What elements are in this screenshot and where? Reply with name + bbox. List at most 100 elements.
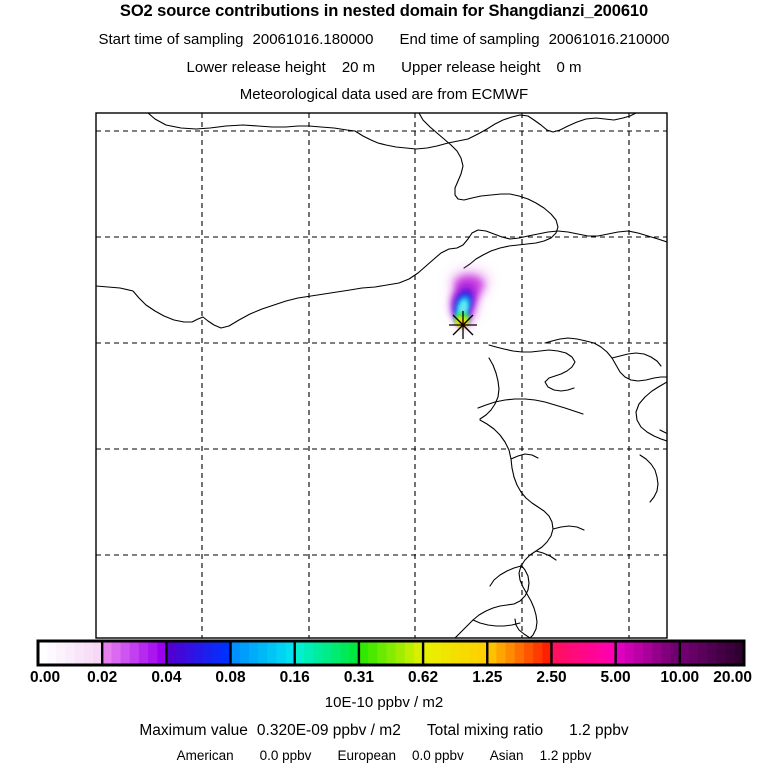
colorbar-swatch (487, 641, 498, 665)
colorbar-swatch (212, 641, 222, 665)
upper-release-label: Upper release height (401, 59, 541, 76)
european-label: European (337, 748, 396, 763)
colorbar-swatch (203, 641, 213, 665)
colorbar-swatch (505, 641, 516, 665)
colorbar-swatch (322, 641, 332, 665)
colorbar-tick-label: 5.00 (601, 669, 631, 686)
colorbar-swatch (358, 641, 369, 665)
sampling-time-line: Start time of sampling 20061016.180000 End… (0, 31, 768, 48)
plume-layer (450, 268, 490, 328)
colorbar-swatch (404, 641, 415, 665)
colorbar-swatch (551, 641, 562, 665)
colorbar-tick-label: 0.16 (280, 669, 311, 686)
colorbar-swatch (725, 641, 736, 665)
colorbar-swatch (221, 641, 232, 665)
colorbar-swatch (38, 641, 48, 665)
colorbar-swatch (688, 641, 699, 665)
colorbar-swatch (193, 641, 204, 665)
colorbar-swatch (267, 641, 277, 665)
total-mixing-ratio-label: Total mixing ratio (426, 722, 544, 739)
colorbar-units-label: 10E-10 ppbv / m2 (324, 694, 444, 711)
colorbar-swatch (65, 641, 76, 665)
colorbar-swatch (276, 641, 287, 665)
colorbar-swatch (597, 641, 608, 665)
colorbar-swatch (523, 641, 534, 665)
colorbar-outline (36, 639, 746, 667)
colorbar-swatch (129, 641, 140, 665)
colorbar-swatch (413, 641, 424, 665)
colorbar-swatch (423, 641, 433, 665)
lower-release-value: 20 m (341, 59, 376, 76)
maximum-value-label: Maximum value (139, 722, 248, 739)
release-site-marker (449, 311, 477, 339)
colorbar-swatch (303, 641, 314, 665)
european-value: 0.0 ppbv (412, 748, 464, 763)
colorbar-swatch (588, 641, 598, 665)
colorbar-swatch (734, 641, 745, 665)
colorbar-tick-label: 0.08 (215, 669, 246, 686)
colorbar-swatch (175, 641, 186, 665)
colorbar-swatch (514, 641, 525, 665)
colorbar-swatch (331, 641, 342, 665)
colorbar-swatch (716, 641, 727, 665)
colorbar-swatch (157, 641, 167, 665)
colorbar-tick-label: 1.25 (472, 669, 503, 686)
map-background (96, 113, 667, 638)
colorbar-swatch (340, 641, 351, 665)
colorbar-swatch (93, 641, 103, 665)
asian-label: Asian (489, 748, 524, 763)
colorbar-tick-label: 0.31 (344, 669, 375, 686)
colorbar-swatch (670, 641, 681, 665)
colorbar-swatch (578, 641, 589, 665)
colorbar-swatch (349, 641, 360, 665)
lower-release-label: Lower release height (186, 59, 326, 76)
colorbar-swatch (83, 641, 94, 665)
colorbar (38, 641, 745, 665)
coastline-layer (96, 113, 667, 638)
colorbar-swatch (432, 641, 443, 665)
colorbar-tick-label: 0.04 (151, 669, 182, 686)
colorbar-swatch (459, 641, 470, 665)
colorbar-tick-label: 0.62 (408, 669, 438, 686)
total-mixing-ratio-value: 1.2 ppbv (569, 722, 629, 739)
colorbar-swatch (698, 641, 708, 665)
footer-summary-line: Maximum value 0.320E-09 ppbv / m2 Total mi… (0, 722, 768, 740)
start-time-value: 20061016.180000 (252, 31, 374, 48)
colorbar-swatch (148, 641, 158, 665)
colorbar-swatch (652, 641, 663, 665)
map-gridlines (96, 113, 667, 638)
colorbar-swatch (615, 641, 626, 665)
colorbar-swatch (258, 641, 268, 665)
footer-contributions-line: American 0.0 ppbv European 0.0 ppbv Asian 1.2… (0, 748, 768, 763)
colorbar-swatch (230, 641, 241, 665)
american-label: American (176, 748, 234, 763)
colorbar-swatch (468, 641, 479, 665)
colorbar-swatch (47, 641, 57, 665)
colorbar-tick-labels: 0.00 0.02 0.04 0.08 0.16 0.31 0.62 1.25 2.50 5.00… (30, 669, 752, 686)
american-value: 0.0 ppbv (259, 748, 312, 763)
colorbar-tick-label: 10.00 (660, 669, 699, 686)
asian-value: 1.2 ppbv (539, 748, 592, 763)
end-time-label: End time of sampling (399, 31, 540, 48)
colorbar-swatch (560, 641, 571, 665)
colorbar-swatch (441, 641, 452, 665)
colorbar-swatch (368, 641, 378, 665)
colorbar-swatch (285, 641, 296, 665)
colorbar-swatch (569, 641, 580, 665)
colorbar-tick-label: 0.02 (87, 669, 117, 686)
upper-release-value: 0 m (556, 59, 582, 76)
colorbar-tick-label: 0.00 (30, 669, 60, 686)
colorbar-tick-label: 2.50 (536, 669, 566, 686)
colorbar-tick-label: 20.00 (713, 669, 752, 686)
colorbar-swatch (184, 641, 195, 665)
colorbar-swatch (679, 641, 690, 665)
colorbar-swatch (533, 641, 543, 665)
colorbar-swatch (386, 641, 397, 665)
colorbar-swatch (166, 641, 177, 665)
colorbar-swatch (450, 641, 461, 665)
colorbar-swatch (377, 641, 388, 665)
colorbar-swatch (120, 641, 131, 665)
colorbar-swatch (102, 641, 112, 665)
